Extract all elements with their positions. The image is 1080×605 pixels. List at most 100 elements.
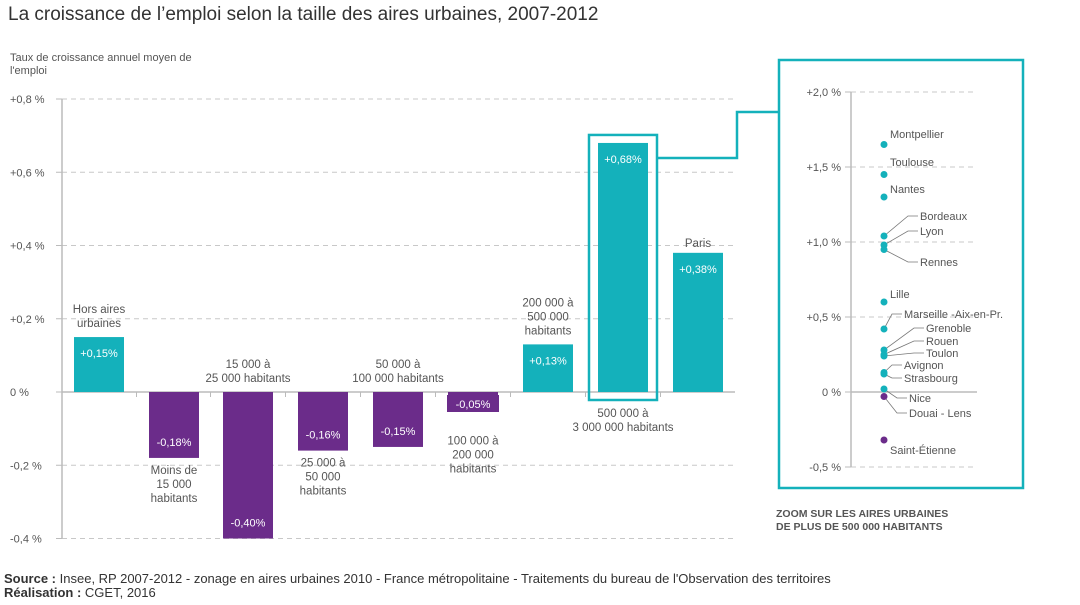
- data-label: +0,15%: [80, 348, 118, 360]
- point-label: Toulouse: [890, 157, 934, 169]
- highlight-box: [587, 133, 659, 402]
- bar: [523, 344, 573, 392]
- category-label: 500 000 à: [597, 408, 649, 420]
- category-label: habitants: [151, 493, 198, 505]
- category-label: Paris: [685, 238, 711, 250]
- y-tick-label: +1,5 %: [806, 162, 841, 174]
- category-label: 200 000 à: [522, 297, 574, 309]
- category-label: 15 000: [156, 479, 191, 491]
- zoom-caption-line: ZOOM SUR LES AIRES URBAINES: [776, 508, 949, 520]
- chart-title: La croissance de l’emploi selon la taill…: [8, 4, 599, 25]
- data-point: [880, 436, 888, 444]
- data-point: [880, 141, 888, 148]
- leader-line: [883, 388, 907, 399]
- bar: [298, 392, 348, 451]
- data-point: [880, 325, 888, 333]
- data-point: [880, 393, 888, 400]
- realisation-label: Réalisation :: [4, 585, 82, 600]
- data-label: -0,18%: [157, 437, 192, 449]
- y-tick-label: +0,4 %: [10, 241, 45, 253]
- category-label: Hors aires: [73, 304, 126, 316]
- data-point: [880, 171, 888, 178]
- point-label: Rennes: [920, 257, 958, 269]
- data-point: [880, 385, 888, 393]
- y-tick-label: +0,5 %: [806, 312, 841, 324]
- data-point: [880, 246, 888, 253]
- point-label: Lyon: [920, 226, 943, 238]
- bar: [223, 392, 273, 539]
- data-label: -0,40%: [231, 518, 266, 530]
- y-tick-label: +0,2 %: [10, 314, 45, 326]
- category-label: 100 000 habitants: [352, 373, 444, 385]
- bar: [673, 252, 723, 392]
- data-point: [880, 298, 888, 306]
- leader-line: [883, 230, 918, 246]
- category-label: habitants: [450, 463, 497, 475]
- y-tick-label: +2,0 %: [806, 87, 841, 99]
- source-note: Source : Insee, RP 2007-2012 - zonage en…: [4, 572, 831, 600]
- bar: [373, 392, 423, 447]
- data-label: +0,13%: [529, 355, 567, 367]
- data-label-bg: [447, 395, 499, 412]
- leader-line: [883, 364, 902, 373]
- data-point: [880, 370, 888, 378]
- data-label: +0,68%: [604, 154, 642, 166]
- category-label: 25 000 habitants: [205, 373, 290, 385]
- zoom-panel-caption: ZOOM SUR LES AIRES URBAINES DE PLUS DE 5…: [776, 508, 1016, 534]
- point-label: Avignon: [904, 360, 944, 372]
- point-label: Nice: [909, 393, 931, 405]
- y-tick-label: 0 %: [10, 387, 29, 399]
- point-label: Lille: [890, 289, 910, 301]
- category-label: 15 000 à: [226, 359, 271, 371]
- source-label: Source :: [4, 571, 57, 586]
- zoom-connector: [658, 110, 778, 160]
- point-label: Toulon: [926, 348, 958, 360]
- source-text: Insee, RP 2007-2012 - zonage en aires ur…: [59, 571, 831, 586]
- category-label: 100 000 à: [447, 435, 499, 447]
- data-label: +0,38%: [679, 264, 717, 276]
- point-label: Strasbourg: [904, 373, 958, 385]
- data-label: -0,16%: [306, 430, 341, 442]
- point-label: Bordeaux: [920, 211, 968, 223]
- y-tick-label: -0,2 %: [10, 460, 42, 472]
- category-label: urbaines: [77, 318, 121, 330]
- y-tick-label: +0,6 %: [10, 167, 45, 179]
- category-label: habitants: [300, 486, 347, 498]
- point-label: Montpellier: [890, 129, 944, 141]
- category-label: 200 000: [452, 449, 494, 461]
- point-label: Saint-Étienne: [890, 444, 956, 457]
- category-label: 50 000: [305, 472, 340, 484]
- bar: [74, 337, 124, 392]
- zoom-caption-line: DE PLUS DE 500 000 HABITANTS: [776, 521, 943, 533]
- data-point: [880, 193, 888, 201]
- point-label: Grenoble: [926, 323, 971, 335]
- leader-line: [883, 215, 918, 237]
- y-tick-label: +1,0 %: [806, 237, 841, 249]
- leader-line: [883, 313, 902, 330]
- point-label: Marseille -Aix-en-Pr.: [904, 309, 1003, 321]
- category-label: 25 000 à: [301, 458, 346, 470]
- category-label: habitants: [525, 325, 572, 337]
- bar: [598, 142, 648, 392]
- category-label: 3 000 000 habitants: [572, 422, 673, 434]
- point-label: Nantes: [890, 184, 925, 196]
- data-label: -0,15%: [381, 426, 416, 438]
- zoom-panel-frame: [777, 58, 1025, 490]
- y-tick-label: 0 %: [822, 387, 841, 399]
- leader-line: [883, 340, 924, 355]
- realisation-text: CGET, 2016: [84, 585, 156, 600]
- leader-line: [883, 249, 918, 263]
- data-label: -0,05%: [456, 399, 491, 411]
- y-tick-label: -0,5 %: [809, 462, 841, 474]
- leader-line: [883, 327, 924, 351]
- leader-line: [883, 352, 924, 357]
- data-point: [880, 352, 888, 360]
- y-axis-label: Taux de croissance annuel moyen de l'emp…: [10, 52, 192, 77]
- bar: [149, 392, 199, 458]
- data-point: [880, 232, 888, 240]
- category-label: 50 000 à: [376, 359, 421, 371]
- leader-line: [883, 396, 907, 414]
- point-label: Douai - Lens: [909, 408, 972, 420]
